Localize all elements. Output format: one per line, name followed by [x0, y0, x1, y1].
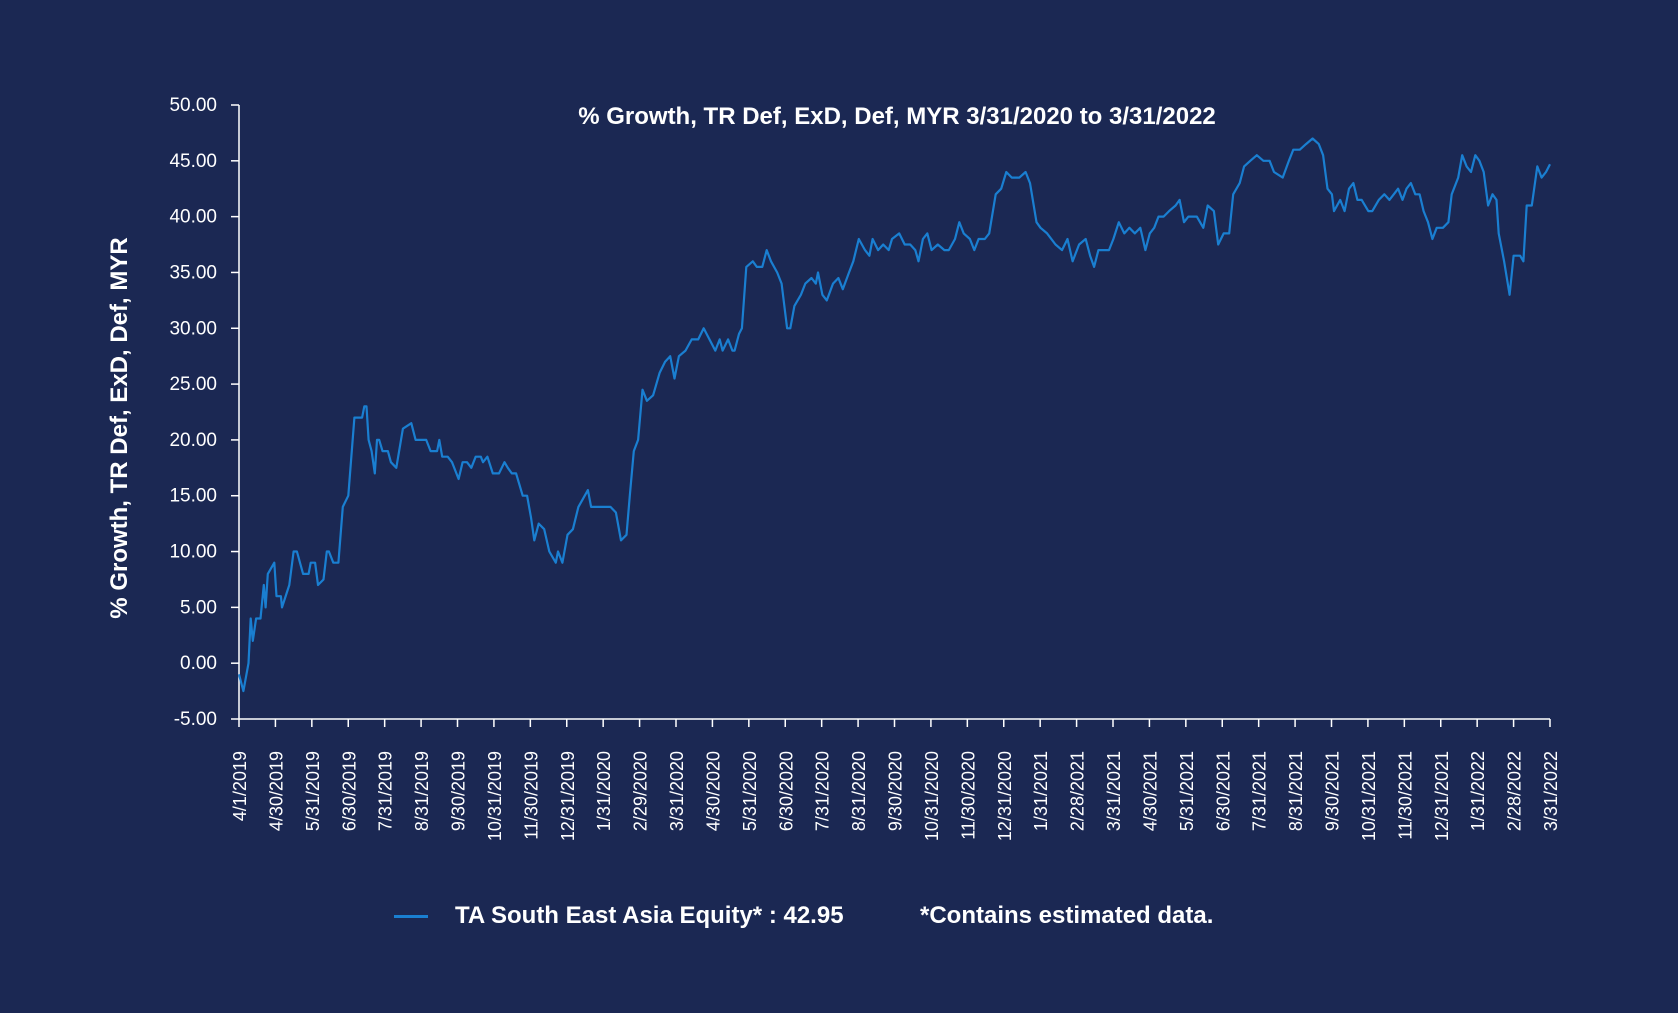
- x-tick-label: 11/30/2019: [521, 751, 541, 840]
- x-tick-label: 2/28/2021: [1068, 751, 1088, 831]
- x-tick-label: 3/31/2021: [1104, 751, 1124, 831]
- y-tick-label: 40.00: [169, 207, 217, 228]
- y-tick-label: 15.00: [169, 486, 217, 507]
- x-tick-label: 12/31/2020: [995, 751, 1015, 841]
- x-tick-label: 8/31/2020: [849, 751, 869, 831]
- legend-label: TA South East Asia Equity* : 42.95: [455, 902, 844, 929]
- legend: TA South East Asia Equity* : 42.95: [394, 902, 844, 930]
- x-tick-label: 7/31/2019: [376, 751, 396, 831]
- x-tick-label: 11/30/2020: [958, 751, 978, 840]
- x-tick-label: 11/30/2021: [1395, 751, 1415, 840]
- x-tick-label: 2/29/2020: [631, 751, 651, 831]
- y-axis-label: % Growth, TR Def, ExD, Def, MYR: [106, 237, 133, 618]
- x-tick-label: 4/30/2020: [703, 751, 723, 831]
- x-tick-label: 8/31/2021: [1286, 751, 1306, 831]
- x-tick-label: 5/31/2019: [303, 751, 323, 831]
- x-tick-label: 10/31/2019: [485, 751, 505, 841]
- chart-title: % Growth, TR Def, ExD, Def, MYR 3/31/202…: [578, 103, 1216, 130]
- legend-swatch: [394, 914, 428, 918]
- x-tick-label: 12/31/2021: [1432, 751, 1452, 841]
- x-tick-label: 3/31/2022: [1541, 751, 1561, 831]
- series-line-ta-south-east-asia-equity: [237, 137, 1551, 693]
- y-tick-label: 25.00: [169, 374, 217, 395]
- footnote: *Contains estimated data.: [920, 902, 1214, 929]
- x-tick-label: 9/30/2021: [1323, 751, 1343, 831]
- x-tick-label: 6/30/2019: [339, 751, 359, 831]
- x-tick-label: 2/28/2022: [1505, 751, 1525, 831]
- x-tick-label: 1/31/2021: [1031, 751, 1051, 831]
- x-tick-label: 4/1/2019: [230, 751, 250, 821]
- x-tick-label: 5/31/2021: [1177, 751, 1197, 831]
- x-tick-label: 9/30/2020: [886, 751, 906, 831]
- y-tick-label: 0.00: [180, 653, 217, 674]
- x-tick-label: 8/31/2019: [412, 751, 432, 831]
- y-tick-label: 45.00: [169, 151, 217, 172]
- x-tick-label: 4/30/2019: [266, 751, 286, 831]
- x-tick-label: 1/31/2020: [594, 751, 614, 831]
- axes: [238, 105, 1550, 720]
- y-tick-label: 30.00: [169, 318, 217, 339]
- y-tick-label: 10.00: [169, 542, 217, 563]
- x-tick-label: 4/30/2021: [1140, 751, 1160, 831]
- y-tick-label: 35.00: [169, 262, 217, 283]
- x-tick-label: 6/30/2021: [1213, 751, 1233, 831]
- y-tick-label: 5.00: [180, 597, 217, 618]
- x-tick-label: 1/31/2022: [1468, 751, 1488, 831]
- x-tick-label: 7/31/2020: [813, 751, 833, 831]
- x-tick-label: 9/30/2019: [449, 751, 469, 831]
- x-ticks: 4/1/2019 4/30/2019 5/31/2019 6/30/2019 7/31/…: [230, 719, 1561, 841]
- x-tick-label: 7/31/2021: [1250, 751, 1270, 831]
- x-tick-label: 10/31/2021: [1359, 751, 1379, 841]
- x-tick-label: 10/31/2020: [922, 751, 942, 841]
- y-tick-label: 20.00: [169, 430, 217, 451]
- y-ticks: 50.00 45.00 40.00 35.00 30.00 25.00 20.00 15.00…: [169, 95, 239, 730]
- x-tick-label: 6/30/2020: [776, 751, 796, 831]
- x-tick-label: 5/31/2020: [740, 751, 760, 831]
- y-tick-label: 50.00: [169, 95, 217, 116]
- x-tick-label: 3/31/2020: [667, 751, 687, 831]
- y-tick-label: -5.00: [174, 709, 217, 730]
- x-tick-label: 12/31/2019: [558, 751, 578, 841]
